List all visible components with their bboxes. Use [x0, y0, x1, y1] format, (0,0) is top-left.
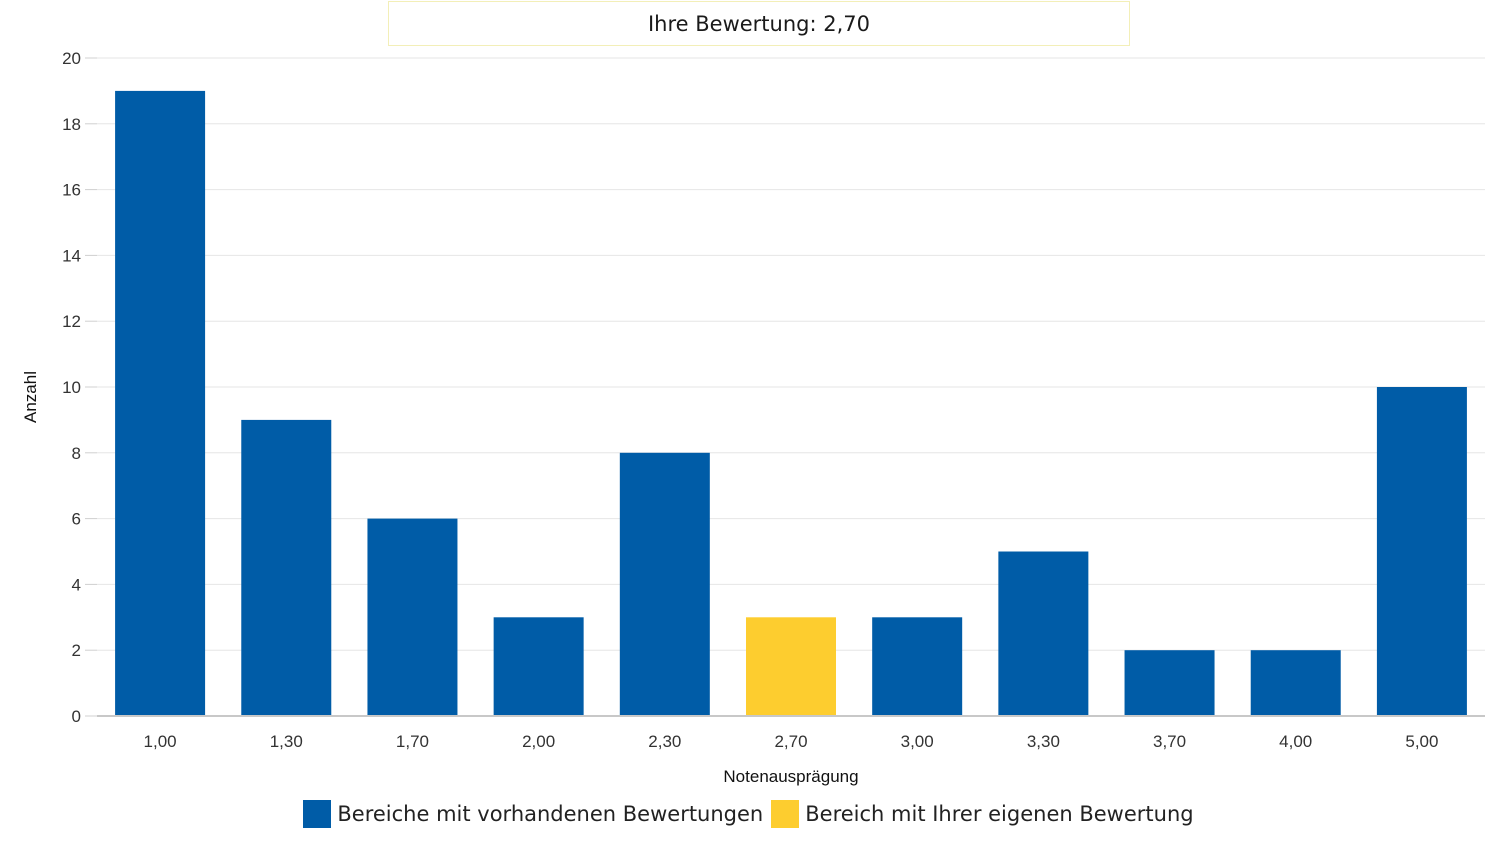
legend-label-own: Bereich mit Ihrer eigenen Bewertung: [805, 802, 1194, 826]
x-tick-label: 5,00: [1405, 732, 1438, 751]
x-tick-label: 3,30: [1027, 732, 1060, 751]
y-tick-label: 14: [62, 246, 81, 265]
x-tick-label: 2,00: [522, 732, 555, 751]
bar-4-00[interactable]: [1250, 650, 1341, 716]
x-tick-label: 3,70: [1153, 732, 1186, 751]
legend-item-existing[interactable]: Bereiche mit vorhandenen Bewertungen: [303, 800, 763, 828]
bar-1-00[interactable]: [115, 90, 206, 716]
y-tick-label: 2: [72, 641, 81, 660]
y-axis-title: Anzahl: [21, 371, 40, 423]
bar-2-00[interactable]: [493, 617, 584, 716]
x-tick-label: 2,30: [648, 732, 681, 751]
y-tick-label: 16: [62, 181, 81, 200]
legend-swatch-own: [771, 800, 800, 828]
bar-chart: 0 2 4 6 8 10 12 14 16 18 20 1,00 1,30 1,70 2,00 2,30 2,…: [21, 49, 1485, 786]
bars: [115, 90, 1467, 717]
bar-3-70[interactable]: [1124, 650, 1215, 716]
x-tick-label: 4,00: [1279, 732, 1312, 751]
y-tick-label: 20: [62, 49, 81, 68]
legend-label-existing: Bereiche mit vorhandenen Bewertungen: [337, 802, 764, 826]
y-tick-labels: 0 2 4 6 8 10 12 14 16 18 20: [62, 49, 81, 726]
y-tick-label: 0: [72, 707, 81, 726]
bar-3-30[interactable]: [998, 551, 1089, 717]
chart-title: Ihre Bewertung: 2,70: [388, 1, 1130, 46]
y-tick-label: 4: [72, 575, 81, 594]
legend-item-own[interactable]: Bereich mit Ihrer eigenen Bewertung: [771, 800, 1194, 828]
bar-3-00[interactable]: [872, 617, 963, 716]
x-tick-labels: 1,00 1,30 1,70 2,00 2,30 2,70 3,00 3,30 3,70 4,00…: [144, 732, 1439, 751]
bar-2-30[interactable]: [619, 452, 710, 716]
bar-1-30[interactable]: [241, 419, 332, 716]
x-tick-label: 2,70: [774, 732, 807, 751]
bar-5-00[interactable]: [1376, 387, 1467, 716]
x-tick-label: 1,00: [144, 732, 177, 751]
y-tick-label: 18: [62, 115, 81, 134]
bar-1-70[interactable]: [367, 518, 458, 716]
legend: Bereiche mit vorhandenen Bewertungen Ber…: [0, 798, 1497, 830]
x-tick-label: 1,70: [396, 732, 429, 751]
bar-2-70[interactable]: [746, 617, 836, 716]
y-tick-label: 6: [72, 510, 81, 529]
y-tick-label: 10: [62, 378, 81, 397]
x-axis-title: Notenausprägung: [723, 767, 858, 786]
y-tick-label: 12: [62, 312, 81, 331]
x-tick-label: 1,30: [270, 732, 303, 751]
y-tick-label: 8: [72, 444, 81, 463]
legend-swatch-existing: [303, 800, 332, 828]
x-tick-label: 3,00: [901, 732, 934, 751]
